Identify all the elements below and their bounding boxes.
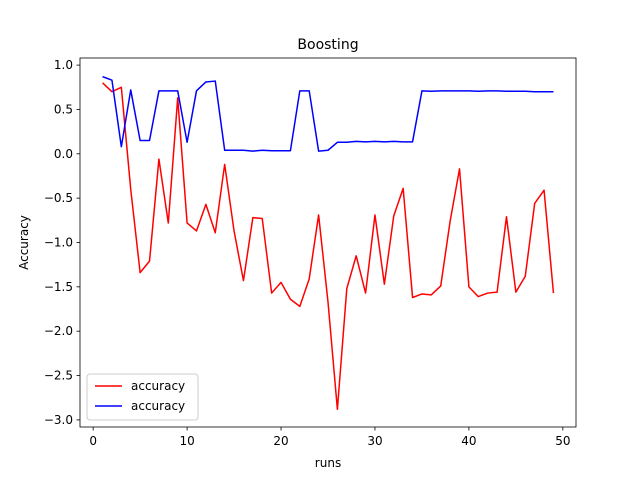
y-tick-label: −0.5 [44,191,73,205]
y-tick-label: 0.5 [54,102,73,116]
legend-label-2: accuracy [131,399,185,413]
x-tick-label: 40 [461,434,476,448]
y-tick-label: −3.0 [44,413,73,427]
y-tick-label: −1.5 [44,280,73,294]
series-line-1 [102,82,555,411]
series-layer [102,75,555,411]
y-tick-label: 1.0 [54,58,73,72]
y-axis-label: Accuracy [17,215,31,270]
x-axis-label: runs [315,456,341,470]
series-line-2 [102,75,554,152]
legend: accuracy accuracy [86,373,199,421]
x-tick-label: 0 [89,434,97,448]
y-axis: 1.0 0.5 0.0 −0.5 −1.0 −1.5 −2.0 −2.5 −3.0 [44,58,80,427]
y-tick-label: −2.5 [44,369,73,383]
legend-label-1: accuracy [131,379,185,393]
y-tick-label: 0.0 [54,147,73,161]
chart-title: Boosting [297,37,358,53]
y-tick-label: −2.0 [44,324,73,338]
y-tick-label: −1.0 [44,236,73,250]
x-tick-label: 30 [367,434,382,448]
x-tick-label: 10 [179,434,194,448]
x-axis: 0 10 20 30 40 50 [89,427,570,448]
x-tick-label: 20 [273,434,288,448]
x-tick-label: 50 [555,434,570,448]
